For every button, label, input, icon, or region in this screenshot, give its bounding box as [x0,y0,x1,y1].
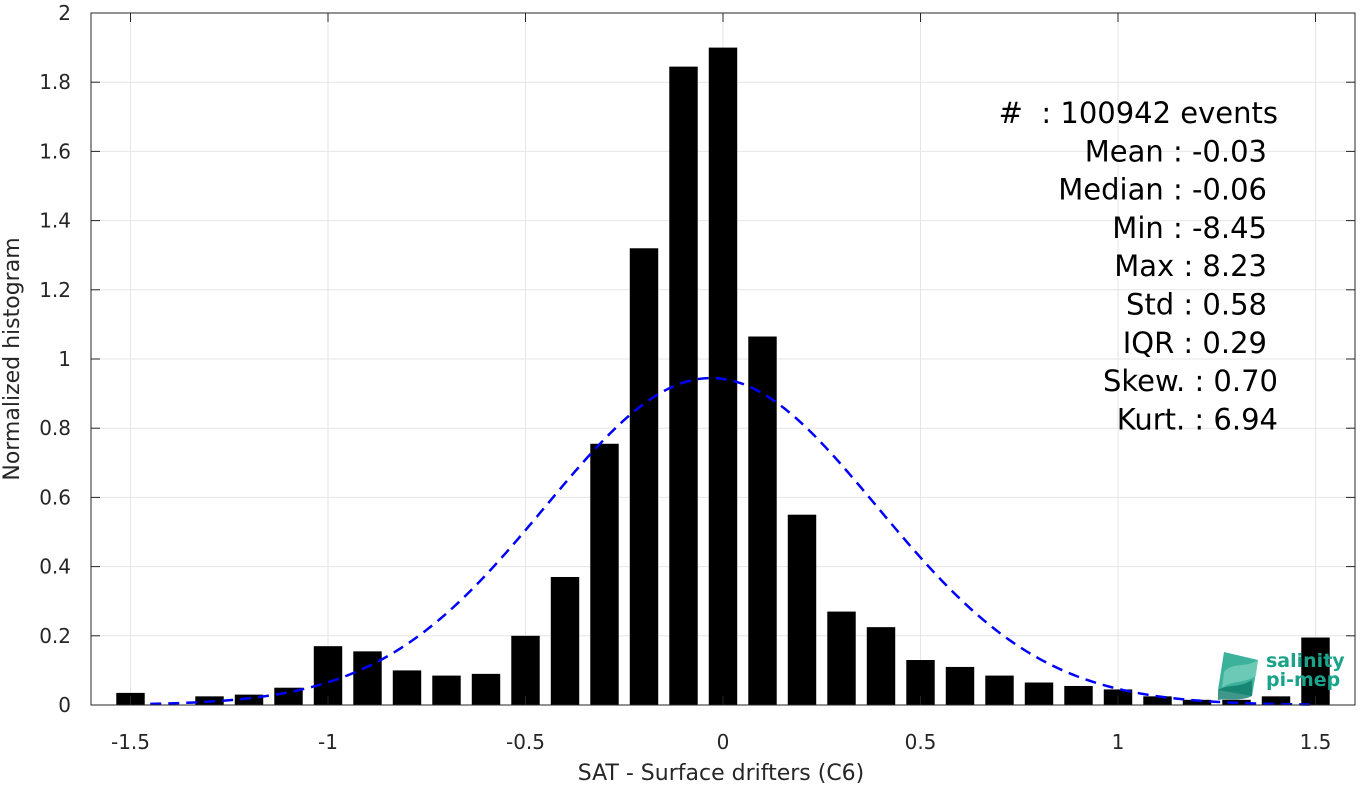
x-tick-label: -1 [318,730,338,754]
y-tick-label: 0 [58,693,71,717]
stat-line: Skew. : 0.70 [1103,364,1278,398]
histogram-bar [787,514,817,705]
gaussian-fit [150,376,1316,706]
y-tick-label: 1.2 [39,278,71,302]
histogram-bar [985,675,1014,705]
y-tick-label: 0.2 [39,624,71,648]
histogram-bar [1301,637,1330,705]
x-tick-label: 0.5 [905,730,937,754]
stat-line: # : 100942 events [999,96,1278,130]
histogram-bar [1064,685,1093,705]
histogram-bar [708,47,738,706]
stat-line: Mean : -0.03 [1085,134,1267,168]
histogram-bar [945,666,975,705]
histogram-bar [471,673,501,705]
logo-wave-icon [1218,652,1258,700]
y-tick-label: 1.6 [39,139,71,163]
x-axis-label: SAT - Surface drifters (C6) [578,761,865,785]
histogram-bar [748,336,777,705]
y-tick-label: 1.4 [39,209,71,233]
stat-line: Kurt. : 6.94 [1117,402,1278,436]
y-tick-label: 0.4 [39,555,71,579]
histogram-bar [669,66,698,705]
histogram-bar [1024,682,1054,705]
x-tick-label: 1.5 [1300,730,1332,754]
histogram-bar [432,675,461,705]
x-tick-label: -1.5 [111,730,150,754]
histogram-bar [1143,696,1172,705]
histogram-bar [629,248,659,705]
histogram-bar [1261,696,1291,705]
histogram-bar [1182,699,1212,705]
x-tick-label: 1 [1112,730,1125,754]
tick-labels: -1.5 -1 -0.5 0 0.5 1 1.5 0 0.2 0.4 0.6 0.8 1 1.2 1.4 1.… [39,1,1331,754]
x-tick-label: 0 [717,730,730,754]
stat-line: Max : 8.23 [1114,249,1267,283]
axes [90,12,1356,706]
statistics-annotation: # : 100942 events Mean : -0.03 Median : -0… [999,96,1278,436]
histogram-bar [827,611,856,705]
histogram-bar [550,576,580,705]
y-tick-label: 0.6 [39,485,71,509]
y-tick-label: 2 [58,1,71,25]
stat-line: Median : -0.06 [1058,173,1267,207]
fit-curve [150,376,1316,706]
y-axis-label: Normalized histogram [0,237,25,480]
stat-line: Std : 0.58 [1126,288,1267,322]
histogram-bar [234,694,264,705]
stat-line: IQR : 0.29 [1123,326,1267,360]
logo-line-2: pi-mep [1266,669,1340,691]
salinity-pi-mep-logo: salinity pi-mep [1218,650,1345,700]
histogram-bar [353,651,382,705]
histogram-bar [511,635,540,705]
histogram-bar [590,443,619,705]
y-tick-label: 1.8 [39,70,71,94]
histogram-bar [866,627,896,705]
x-tick-label: -0.5 [506,730,545,754]
histogram-bar [392,670,422,705]
logo-line-1: salinity [1266,650,1345,672]
histogram-bar [313,646,343,705]
stat-line: Min : -8.45 [1112,211,1267,245]
y-tick-label: 1 [58,347,71,371]
y-tick-label: 0.8 [39,416,71,440]
